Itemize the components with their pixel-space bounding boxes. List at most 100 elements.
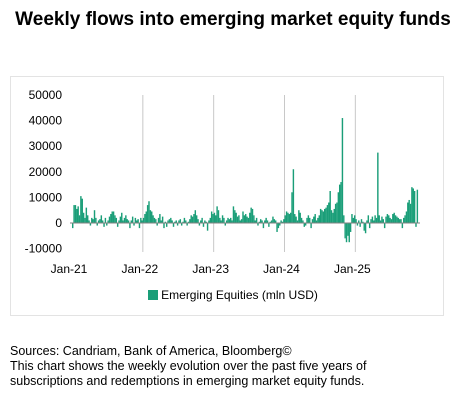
bar (274, 220, 277, 223)
bar (183, 217, 186, 223)
bar (227, 217, 229, 223)
bar (333, 208, 335, 223)
bar (370, 219, 372, 223)
bar (116, 223, 119, 227)
bar (221, 215, 224, 223)
bar (375, 217, 378, 223)
bar (300, 217, 303, 223)
bar (189, 219, 191, 223)
bar (103, 223, 105, 227)
sources-text: Sources: Candriam, Bank of America, Bloo… (10, 344, 292, 358)
bar (126, 219, 128, 223)
bar (231, 220, 233, 223)
bar (122, 220, 124, 223)
bar (405, 211, 408, 223)
bar (403, 217, 405, 223)
bar (104, 217, 107, 223)
bar (209, 217, 212, 223)
bar (407, 202, 409, 223)
bar (146, 205, 149, 223)
bar (232, 206, 235, 223)
bar (277, 223, 280, 229)
bar (86, 215, 89, 223)
bar (355, 219, 357, 223)
bar (240, 219, 243, 223)
bar (179, 219, 182, 223)
bar (310, 223, 312, 229)
bar (167, 220, 169, 223)
bar (161, 216, 164, 223)
bar (145, 211, 147, 223)
bar (118, 220, 120, 223)
gridlines (142, 95, 356, 252)
footnote: Sources: Candriam, Bank of America, Bloo… (10, 344, 460, 389)
bar (368, 223, 371, 229)
bar (89, 223, 92, 226)
bar (204, 220, 206, 223)
bar (379, 220, 382, 223)
bar (412, 188, 414, 223)
bar (165, 223, 168, 227)
bar (213, 212, 216, 223)
bar (246, 216, 248, 223)
bar (220, 220, 222, 223)
bar (315, 220, 318, 223)
bar (243, 215, 246, 223)
bar (356, 223, 359, 226)
bar (389, 217, 391, 223)
bar (182, 221, 184, 223)
bar (127, 220, 130, 223)
bar (100, 215, 103, 223)
bar (82, 212, 85, 223)
bar (352, 217, 355, 223)
bar (191, 216, 194, 223)
bar (322, 211, 325, 223)
bar (176, 223, 179, 226)
bar (106, 223, 108, 226)
bar (347, 223, 349, 236)
bar (340, 182, 342, 223)
bar (273, 219, 276, 223)
bar (292, 169, 295, 223)
bar (93, 210, 96, 223)
bar (200, 220, 202, 223)
bar (304, 223, 307, 226)
bar (210, 211, 213, 223)
bar (408, 199, 410, 223)
bar (373, 220, 375, 223)
bar (148, 201, 150, 223)
bar (201, 217, 203, 223)
bar (334, 203, 337, 223)
chart-frame (10, 76, 444, 316)
bar (383, 223, 386, 229)
bar (156, 223, 158, 226)
bar (72, 223, 74, 229)
bar (123, 217, 126, 223)
bar (96, 223, 98, 226)
bar (84, 217, 86, 223)
bar (394, 215, 397, 223)
bar (112, 211, 115, 223)
bar (360, 219, 363, 223)
bar (230, 217, 232, 223)
bar (251, 208, 254, 223)
bar (299, 212, 301, 223)
bar (281, 221, 284, 223)
bar (178, 220, 180, 223)
bar (392, 214, 394, 223)
bar (270, 220, 273, 223)
bar (219, 217, 221, 223)
bar (137, 219, 139, 223)
bar (321, 210, 323, 223)
bar (288, 214, 291, 223)
bar (362, 221, 364, 223)
bar (130, 220, 132, 223)
bar (337, 192, 340, 223)
bar (74, 205, 77, 223)
bar (378, 215, 380, 223)
bar (144, 214, 146, 223)
bar (400, 219, 402, 223)
bar (76, 208, 78, 223)
bar (168, 219, 171, 223)
